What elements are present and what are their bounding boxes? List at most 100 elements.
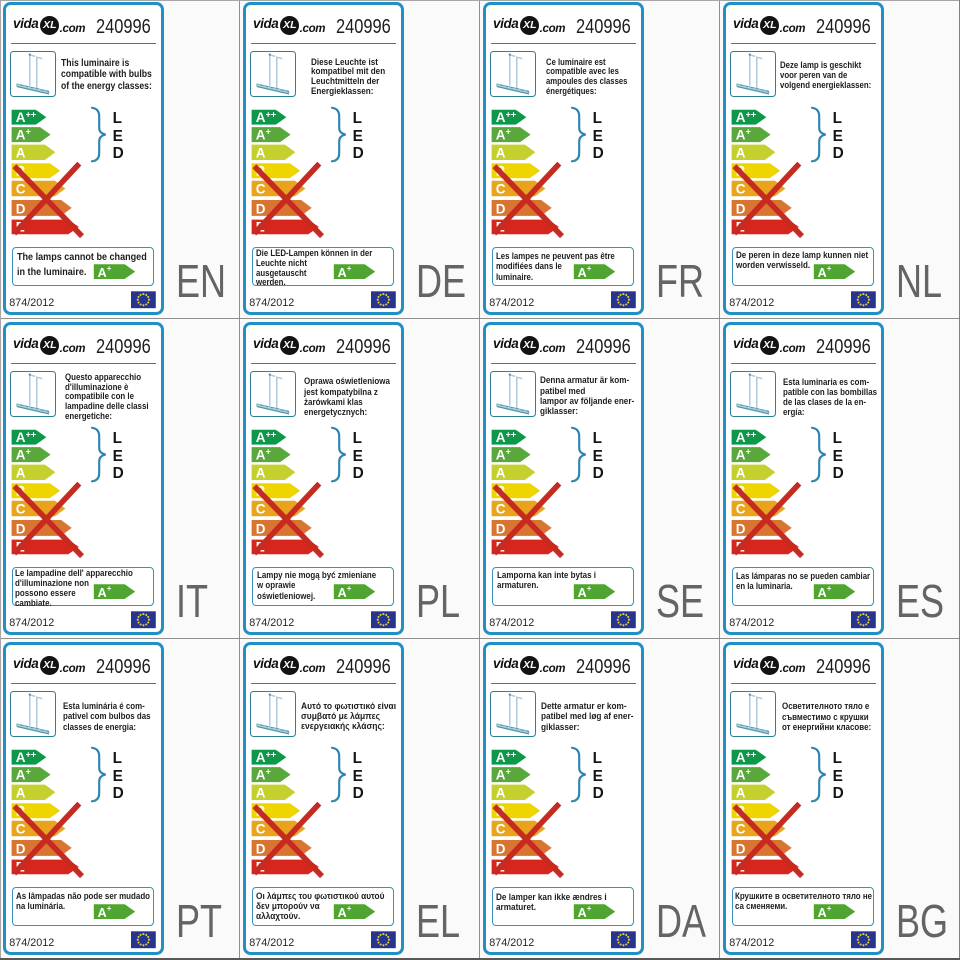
svg-text:D: D	[256, 521, 266, 536]
svg-text:A: A	[338, 586, 347, 600]
svg-text:A: A	[818, 906, 827, 920]
svg-text:A: A	[16, 110, 26, 125]
svg-text:A: A	[16, 128, 26, 143]
svg-text:+: +	[506, 127, 511, 137]
svg-text:++: ++	[746, 429, 757, 439]
svg-text:A: A	[16, 145, 26, 160]
svg-text:++: ++	[266, 429, 277, 439]
svg-text:+: +	[26, 447, 31, 457]
svg-text:D: D	[16, 841, 26, 856]
svg-text:A: A	[736, 128, 746, 143]
svg-text:A: A	[496, 465, 506, 480]
svg-text:++: ++	[746, 749, 757, 759]
svg-text:C: C	[16, 182, 26, 197]
svg-text:++: ++	[506, 749, 517, 759]
svg-text:D: D	[496, 201, 506, 216]
svg-text:A: A	[256, 430, 266, 445]
svg-text:+: +	[266, 127, 271, 137]
svg-text:A: A	[338, 906, 347, 920]
svg-text:A: A	[496, 768, 506, 783]
svg-text:+: +	[746, 767, 751, 777]
svg-text:A: A	[578, 586, 587, 600]
svg-text:D: D	[256, 201, 266, 216]
svg-text:+: +	[266, 767, 271, 777]
svg-text:A: A	[338, 266, 347, 280]
svg-text:+: +	[107, 584, 112, 593]
svg-text:+: +	[587, 584, 592, 593]
svg-text:C: C	[496, 502, 506, 517]
svg-text:A: A	[98, 586, 107, 600]
svg-text:C: C	[16, 822, 26, 837]
svg-text:+: +	[587, 904, 592, 913]
svg-text:++: ++	[26, 109, 37, 119]
svg-text:D: D	[736, 521, 746, 536]
svg-text:C: C	[256, 502, 266, 517]
svg-text:++: ++	[266, 109, 277, 119]
svg-text:A: A	[578, 906, 587, 920]
svg-text:A: A	[256, 785, 266, 800]
svg-text:+: +	[506, 767, 511, 777]
svg-text:+: +	[506, 447, 511, 457]
svg-text:D: D	[736, 841, 746, 856]
svg-text:A: A	[256, 128, 266, 143]
svg-text:+: +	[746, 447, 751, 457]
svg-text:A: A	[16, 750, 26, 765]
svg-text:C: C	[736, 822, 746, 837]
svg-text:A: A	[496, 750, 506, 765]
svg-text:D: D	[16, 201, 26, 216]
svg-text:D: D	[256, 841, 266, 856]
svg-text:+: +	[827, 584, 832, 593]
svg-text:A: A	[736, 145, 746, 160]
svg-text:A: A	[736, 750, 746, 765]
svg-text:C: C	[496, 182, 506, 197]
svg-text:+: +	[347, 584, 352, 593]
svg-text:D: D	[496, 521, 506, 536]
svg-text:A: A	[496, 128, 506, 143]
svg-text:C: C	[16, 502, 26, 517]
svg-text:++: ++	[506, 429, 517, 439]
svg-text:A: A	[256, 750, 266, 765]
svg-text:++: ++	[506, 109, 517, 119]
svg-text:+: +	[587, 264, 592, 273]
svg-text:A: A	[256, 465, 266, 480]
svg-text:+: +	[107, 904, 112, 913]
svg-text:D: D	[736, 201, 746, 216]
svg-text:+: +	[266, 447, 271, 457]
svg-text:A: A	[16, 785, 26, 800]
svg-text:D: D	[496, 841, 506, 856]
svg-text:+: +	[347, 904, 352, 913]
svg-text:A: A	[578, 266, 587, 280]
svg-text:A: A	[256, 145, 266, 160]
svg-text:++: ++	[746, 109, 757, 119]
svg-text:C: C	[256, 822, 266, 837]
svg-text:A: A	[98, 266, 107, 280]
svg-text:A: A	[16, 448, 26, 463]
svg-text:++: ++	[266, 749, 277, 759]
svg-text:A: A	[736, 448, 746, 463]
svg-text:A: A	[496, 110, 506, 125]
svg-text:A: A	[818, 586, 827, 600]
svg-text:A: A	[496, 785, 506, 800]
svg-text:C: C	[736, 182, 746, 197]
svg-text:++: ++	[26, 429, 37, 439]
svg-text:A: A	[98, 906, 107, 920]
svg-text:A: A	[256, 768, 266, 783]
svg-text:A: A	[256, 448, 266, 463]
svg-text:+: +	[26, 767, 31, 777]
svg-text:+: +	[347, 264, 352, 273]
svg-text:C: C	[256, 182, 266, 197]
svg-text:A: A	[496, 145, 506, 160]
svg-text:A: A	[818, 266, 827, 280]
svg-text:A: A	[736, 430, 746, 445]
svg-text:A: A	[736, 110, 746, 125]
svg-text:+: +	[746, 127, 751, 137]
svg-text:A: A	[736, 465, 746, 480]
svg-text:A: A	[16, 465, 26, 480]
svg-text:+: +	[107, 264, 112, 273]
svg-text:A: A	[736, 768, 746, 783]
svg-text:+: +	[26, 127, 31, 137]
svg-text:A: A	[16, 768, 26, 783]
svg-text:A: A	[16, 430, 26, 445]
svg-text:C: C	[496, 822, 506, 837]
svg-text:A: A	[496, 430, 506, 445]
